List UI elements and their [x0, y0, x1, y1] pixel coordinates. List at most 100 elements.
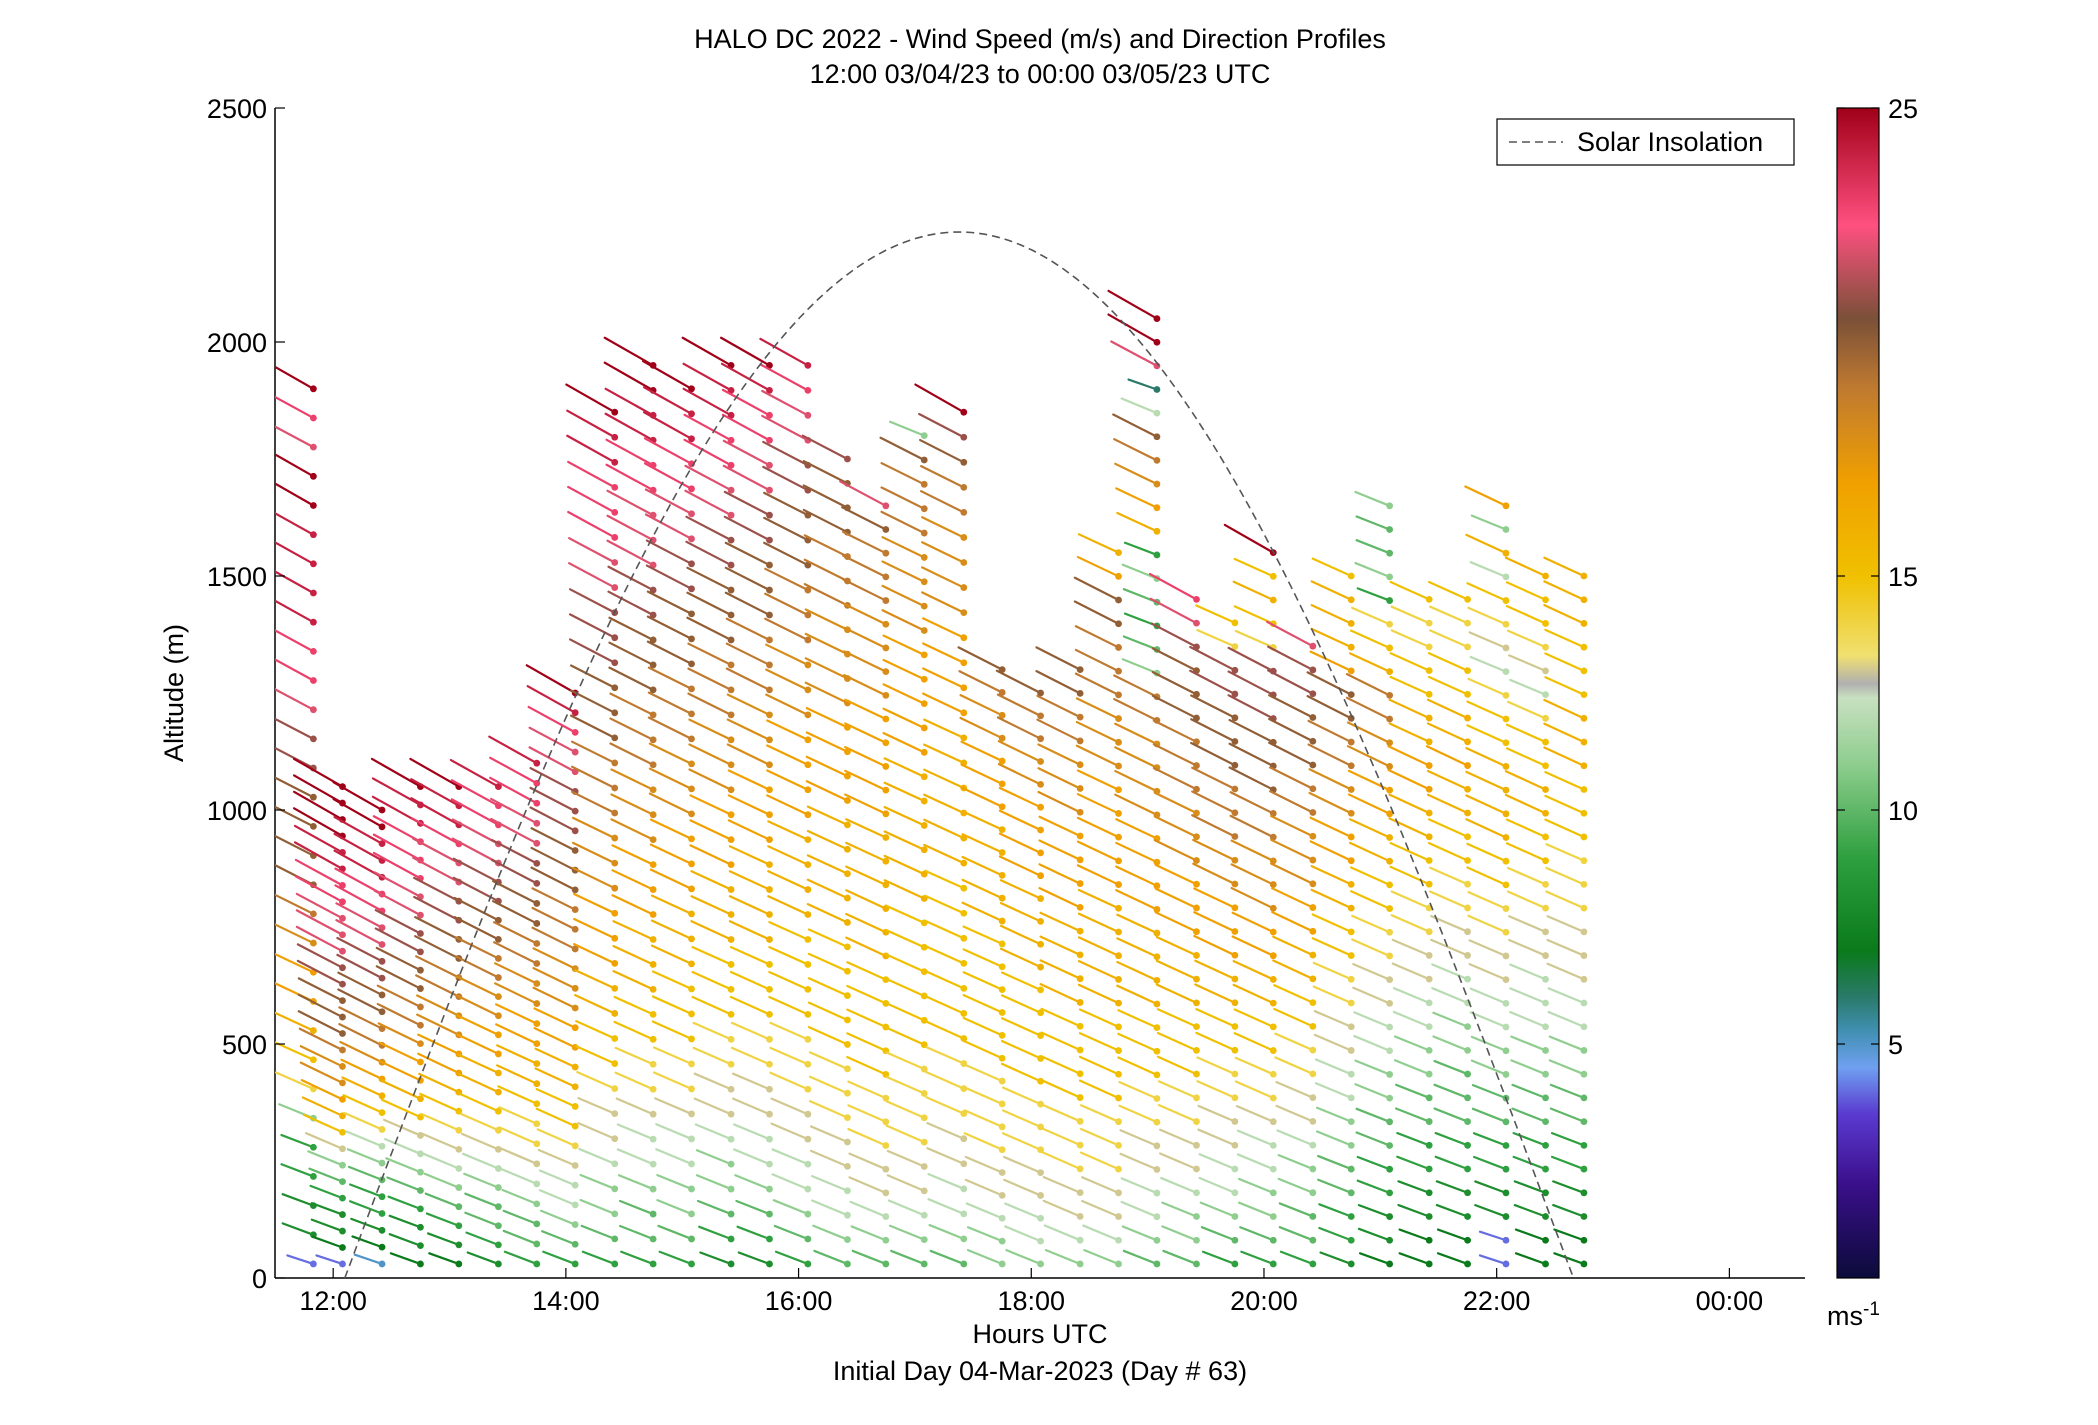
- wind-barb-point: [494, 1165, 502, 1172]
- wind-barb-point: [611, 433, 619, 441]
- wind-barb: [1278, 1226, 1314, 1242]
- wind-barb: [416, 994, 460, 1017]
- wind-barb: [374, 927, 422, 953]
- chart-title: HALO DC 2022 - Wind Speed (m/s) and Dire…: [694, 24, 1386, 54]
- wind-barb: [538, 1169, 577, 1187]
- wind-barb: [491, 838, 538, 865]
- wind-barb: [1077, 888, 1120, 910]
- wind-barb-point: [1076, 999, 1084, 1006]
- wind-barb: [727, 819, 771, 841]
- wind-barb: [642, 360, 693, 390]
- wind-barb-point: [1580, 762, 1588, 770]
- wind-barb-point: [309, 939, 317, 947]
- wind-barb-point: [1193, 1118, 1200, 1125]
- wind-barb: [568, 537, 616, 564]
- wind-barb: [603, 336, 655, 367]
- wind-barb-point: [1347, 1023, 1355, 1031]
- wind-barb: [1511, 1083, 1547, 1100]
- wind-barb-point: [844, 919, 851, 926]
- legend-box: [1496, 118, 1795, 166]
- wind-barb: [494, 962, 538, 985]
- wind-barb-point: [1231, 999, 1239, 1007]
- wind-barb: [689, 844, 733, 866]
- wind-barb: [1346, 745, 1391, 768]
- wind-barb: [495, 1023, 538, 1045]
- wind-barb: [570, 790, 616, 815]
- wind-barb-point: [1153, 929, 1161, 937]
- wind-barb: [292, 807, 344, 838]
- wind-barb: [963, 1132, 1004, 1151]
- wind-barb-point: [844, 1211, 851, 1219]
- wind-barb: [1355, 1107, 1391, 1123]
- wind-barb: [850, 1225, 887, 1242]
- wind-barb: [691, 970, 733, 991]
- wind-barb-point: [1464, 1070, 1471, 1078]
- wind-barb: [296, 943, 344, 969]
- wind-barb: [649, 843, 693, 865]
- wind-barb: [346, 1148, 384, 1165]
- wind-barb-point: [804, 586, 812, 594]
- wind-barb: [605, 438, 655, 467]
- wind-barb-point: [1386, 1094, 1394, 1102]
- wind-barb-point: [1269, 904, 1277, 912]
- wind-barb: [1354, 1083, 1391, 1100]
- wind-barb: [728, 845, 771, 866]
- wind-barb: [1274, 1056, 1314, 1075]
- wind-barb-point: [766, 911, 773, 918]
- wind-barb-point: [1153, 1213, 1161, 1221]
- wind-barb: [1236, 1153, 1275, 1171]
- wind-barb: [619, 1199, 655, 1216]
- wind-barb: [1113, 674, 1159, 698]
- wind-barb-point: [571, 807, 579, 815]
- wind-barb: [347, 1165, 384, 1181]
- wind-barb: [918, 412, 965, 439]
- wind-barb-point: [727, 586, 735, 594]
- wind-barb: [926, 1147, 965, 1165]
- wind-barb-point: [1580, 833, 1588, 841]
- wind-barb-point: [727, 711, 735, 719]
- wind-barb-point: [1464, 1189, 1471, 1197]
- wind-barb: [886, 1149, 926, 1168]
- wind-barb: [1352, 986, 1391, 1005]
- wind-barb-point: [688, 1110, 695, 1118]
- wind-barb: [569, 613, 616, 639]
- wind-barb-point: [611, 1110, 619, 1118]
- wind-barb: [922, 667, 965, 689]
- wind-barb-point: [960, 684, 968, 692]
- wind-barb-point: [688, 660, 695, 668]
- wind-barb: [1509, 987, 1547, 1005]
- wind-barb: [1393, 1059, 1431, 1076]
- wind-barb-point: [339, 1128, 346, 1136]
- wind-barb-point: [1542, 1141, 1549, 1149]
- wind-barb: [422, 1152, 460, 1170]
- wind-barb: [1078, 1032, 1120, 1052]
- wind-barb: [1231, 935, 1275, 957]
- wind-barb-point: [766, 461, 773, 469]
- wind-barb: [453, 896, 500, 922]
- wind-barb-point: [688, 385, 695, 393]
- wind-barb: [1075, 720, 1120, 744]
- wind-barb: [691, 995, 733, 1016]
- wind-barb: [962, 948, 1004, 968]
- wind-barb: [1075, 697, 1120, 720]
- wind-barb-point: [455, 1184, 463, 1191]
- wind-barb: [807, 1025, 849, 1046]
- wind-barb-point: [1502, 1260, 1510, 1268]
- wind-barb: [529, 767, 577, 793]
- wind-barb-point: [688, 560, 695, 568]
- wind-barb-point: [309, 385, 317, 393]
- wind-barb-point: [1542, 1070, 1549, 1078]
- wind-barb: [1157, 1104, 1198, 1123]
- wind-barb: [1117, 1056, 1159, 1076]
- wind-barb-point: [688, 1185, 695, 1193]
- wind-barb: [759, 337, 809, 367]
- wind-barb: [1427, 675, 1469, 696]
- wind-barb-point: [844, 1138, 851, 1146]
- wind-barb: [1189, 645, 1236, 672]
- wind-barb: [608, 616, 655, 642]
- wind-barb-point: [1309, 1070, 1317, 1078]
- wind-barb: [1115, 818, 1159, 840]
- wind-barb: [498, 1126, 538, 1145]
- wind-barb: [349, 1200, 384, 1215]
- wind-barb-point: [804, 636, 812, 644]
